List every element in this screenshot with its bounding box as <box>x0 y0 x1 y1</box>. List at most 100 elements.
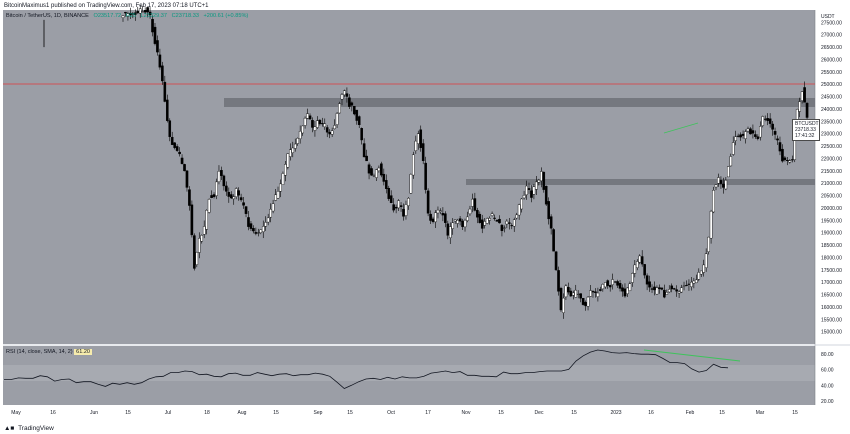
time-tick-label: Jun <box>90 410 98 416</box>
candle-body <box>158 54 162 68</box>
candle-body <box>426 190 430 214</box>
candle-body <box>763 118 767 120</box>
candle-body <box>547 201 550 220</box>
candle-body <box>589 290 592 297</box>
candle-body <box>771 123 774 130</box>
candle-body <box>382 173 386 182</box>
candle-body <box>195 252 199 265</box>
candle-body <box>567 287 570 293</box>
candle-body <box>217 171 221 182</box>
candle-body <box>185 170 189 188</box>
candle-body <box>458 218 462 222</box>
footer-brand-label: TradingView <box>18 425 54 432</box>
candle-body <box>293 143 297 149</box>
candle-body <box>665 292 669 295</box>
candle-body <box>542 171 546 190</box>
candle-body <box>237 190 240 196</box>
candle-body <box>170 137 174 145</box>
candle-body <box>798 101 801 112</box>
candle-body <box>478 213 482 223</box>
ohlc-close: C23718.33 <box>171 13 199 19</box>
candle-body <box>289 149 292 157</box>
candle-body <box>709 210 713 239</box>
candle-body <box>803 87 806 103</box>
candle-body <box>468 208 472 215</box>
candle-body <box>672 288 676 290</box>
price-tick-label: 25500.00 <box>821 70 842 76</box>
time-tick-label: 15 <box>273 410 279 416</box>
rsi-band <box>3 365 815 381</box>
candle-body <box>608 285 612 288</box>
candle-body <box>663 289 666 298</box>
candle-body <box>722 183 725 188</box>
candle-body <box>254 232 258 234</box>
candle-body <box>266 217 270 223</box>
candle-body <box>183 164 186 172</box>
candle-body <box>640 256 644 265</box>
candle-body <box>306 113 309 119</box>
candle-body <box>257 232 260 234</box>
candle-body <box>805 102 809 118</box>
candle-body <box>685 284 688 286</box>
candle-body <box>134 12 137 15</box>
candle-body <box>650 288 654 290</box>
candle-body <box>308 115 312 120</box>
candle-body <box>628 283 632 292</box>
candle-body <box>212 194 216 197</box>
candle-body <box>586 296 590 307</box>
last-price-label: BTCUSDT 23718.33 17:41:32 <box>792 119 820 141</box>
candle-body <box>611 279 614 285</box>
candle-body <box>576 293 580 295</box>
candle-body <box>739 134 742 138</box>
candle-body <box>631 273 634 283</box>
candle-body <box>175 146 179 151</box>
candle-body <box>517 204 521 216</box>
candle-body <box>264 222 268 227</box>
candle-body <box>148 11 152 15</box>
candle-body <box>623 288 627 297</box>
candle-body <box>473 198 477 211</box>
candle-body <box>648 281 651 288</box>
candle-body <box>557 270 560 292</box>
price-tick-label: 18500.00 <box>821 243 842 249</box>
candle-body <box>311 120 314 128</box>
candle-body <box>638 255 642 263</box>
candle-body <box>173 142 176 148</box>
candle-body <box>232 196 236 200</box>
candle-body <box>500 224 504 231</box>
candle-body <box>126 13 130 17</box>
candle-body <box>242 202 245 206</box>
candle-body <box>503 227 506 229</box>
candle-body <box>466 216 469 221</box>
price-tick-label: 25000.00 <box>821 82 842 88</box>
ohlc-low: L23329.37 <box>140 13 167 19</box>
price-tick-label: 16000.00 <box>821 305 842 311</box>
candle-body <box>571 292 575 296</box>
candle-body <box>284 164 287 176</box>
candle-body <box>655 287 659 295</box>
rsi-tick-label: 20.00 <box>821 399 834 405</box>
price-tick-label: 16500.00 <box>821 293 842 299</box>
candle-body <box>653 286 656 291</box>
candle-body <box>453 219 457 222</box>
candle-body <box>313 126 317 131</box>
price-tick-label: 15000.00 <box>821 330 842 336</box>
candle-body <box>727 166 730 178</box>
candle-body <box>761 116 765 126</box>
candle-body <box>488 218 491 221</box>
candle-body <box>768 118 772 124</box>
candle-body <box>244 206 248 214</box>
candle-body <box>146 7 149 13</box>
candle-body <box>279 183 282 192</box>
candle-body <box>734 136 737 141</box>
candle-body <box>375 169 378 178</box>
candle-body <box>552 229 555 252</box>
price-tick-label: 19500.00 <box>821 218 842 224</box>
candle-body <box>156 40 159 53</box>
candle-body <box>635 261 639 268</box>
time-tick-label: May <box>11 410 21 416</box>
candle-body <box>626 287 629 294</box>
candle-body <box>643 264 646 276</box>
candle-body <box>490 213 494 216</box>
